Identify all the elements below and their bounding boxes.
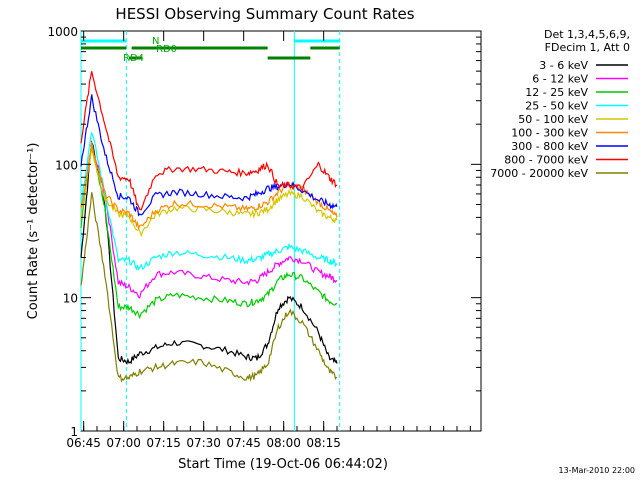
chart-title: HESSI Observing Summary Count Rates [115,5,414,23]
series-line-8 [80,192,338,383]
y-tick-label-1: 10 [63,292,78,306]
legend-label-5: 100 - 300 keV [511,127,588,140]
legend-header-2: FDecim 1, Att 0 [545,41,630,54]
y-tick-label-2: 100 [55,158,78,172]
x-tick-label-4: 07:45 [226,436,261,450]
legend-label-6: 300 - 800 keV [511,140,588,153]
legend-label-3: 25 - 50 keV [525,100,588,113]
legend-label-2: 12 - 25 keV [525,86,588,99]
legend-label-1: 6 - 12 keV [532,73,588,86]
y-axis-label: Count Rate (s⁻¹ detector⁻¹) [26,143,41,320]
x-tick-label-2: 07:15 [146,436,181,450]
series-line-3 [80,131,338,271]
annotation-n: N [152,36,159,47]
x-axis-label: Start Time (19-Oct-06 06:44:02) [178,457,388,472]
plot-frame [80,30,482,432]
annotation-rd4: RD4 [123,53,144,64]
x-tick-label-3: 07:30 [186,436,221,450]
legend-label-0: 3 - 6 keV [539,59,588,72]
y-tick-label-3: 1000 [47,25,78,39]
series-line-6 [80,94,338,217]
legend-label-4: 50 - 100 keV [518,113,588,126]
series-line-0 [80,139,338,365]
axis-ticks: 1 10 100 1000 06:45 07:00 07:15 07:30 07:45 08:00… [47,25,481,450]
annotation-rd0: RD0 [156,44,177,55]
observing-mode-bars [81,39,340,60]
footer-timestamp: 13-Mar-2010 22:00 [559,466,636,475]
series-line-7 [80,71,338,211]
x-tick-label-0: 06:45 [66,436,101,450]
series-line-4 [80,147,338,238]
x-tick-label-5: 08:00 [266,436,301,450]
legend: Det 1,3,4,5,6,9, FDecim 1, Att 0 3 - 6 k… [490,28,630,180]
legend-label-7: 800 - 7000 keV [504,154,588,167]
series-line-5 [80,141,338,230]
legend-label-8: 7000 - 20000 keV [490,167,588,180]
x-tick-label-6: 08:15 [306,436,341,450]
x-tick-label-1: 07:00 [106,436,141,450]
series-line-1 [80,142,338,299]
y-tick-label-0: 1 [70,425,78,439]
legend-header-1: Det 1,3,4,5,6,9, [544,28,630,41]
series-line-2 [80,143,338,320]
series-lines [80,71,338,383]
vertical-markers [80,31,341,431]
